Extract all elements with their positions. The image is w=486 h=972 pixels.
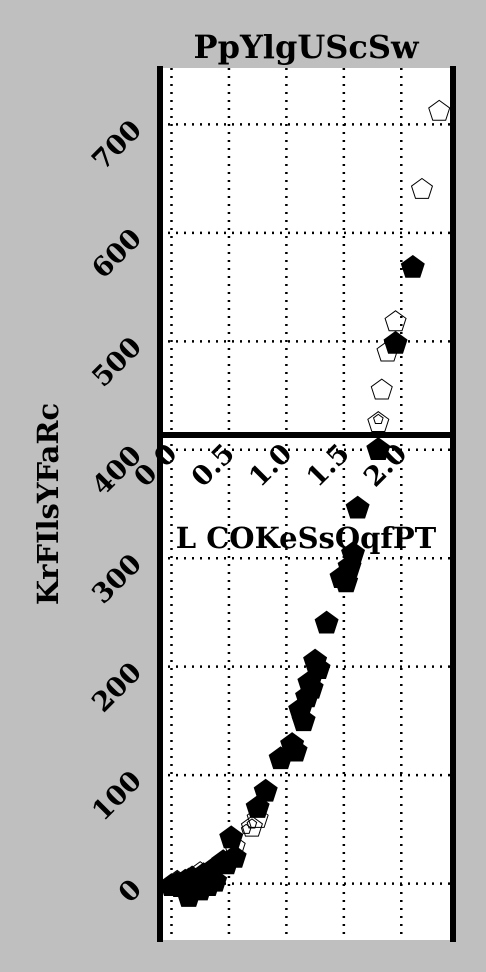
- x-axis-label: L COKeSsOqfPT: [176, 521, 437, 555]
- data-point: [222, 844, 247, 868]
- data-point: [283, 738, 308, 762]
- data-point: [223, 835, 246, 857]
- data-point: [341, 541, 366, 565]
- data-point: [177, 867, 200, 889]
- data-points: [159, 99, 451, 907]
- data-point: [410, 177, 434, 199]
- y-axis-label: KrFIlsYFaRc: [31, 403, 65, 605]
- plot-frame: [157, 66, 456, 942]
- data-point: [240, 815, 263, 837]
- data-point: [428, 99, 451, 121]
- data-point: [372, 413, 384, 424]
- data-point: [400, 254, 425, 278]
- data-point: [383, 330, 408, 354]
- data-point: [291, 708, 316, 732]
- series-2: [198, 413, 384, 883]
- data-point: [370, 378, 393, 400]
- data-point: [384, 310, 407, 332]
- series-1: [166, 99, 451, 891]
- data-point: [345, 495, 370, 519]
- chart-title: PpYlgUScSw: [194, 28, 420, 66]
- data-point: [246, 818, 258, 829]
- data-point: [203, 868, 228, 892]
- data-point: [367, 411, 390, 433]
- data-point: [240, 823, 252, 834]
- plot-area: [160, 68, 453, 940]
- data-point: [198, 872, 210, 883]
- data-point: [366, 437, 391, 460]
- data-point: [246, 806, 269, 828]
- data-point: [306, 656, 331, 680]
- data-point: [376, 340, 399, 362]
- data-point: [166, 869, 189, 891]
- grid: [160, 68, 453, 940]
- data-point: [253, 778, 278, 802]
- data-point: [314, 610, 339, 634]
- data-point: [299, 675, 324, 699]
